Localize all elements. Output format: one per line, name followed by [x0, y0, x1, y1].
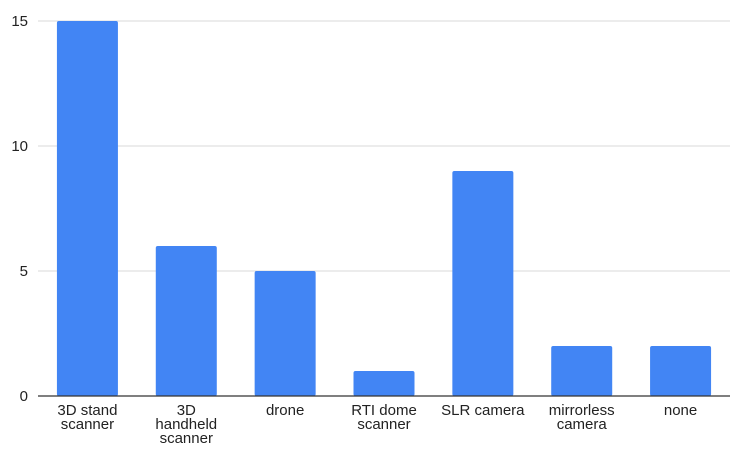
bar: [551, 346, 613, 396]
x-tick-label: 3D stand scanner: [57, 402, 117, 433]
x-tick-label-line: 3D stand: [57, 402, 117, 419]
bar: [254, 271, 316, 396]
x-tick-label-line: handheld: [155, 416, 217, 433]
y-tick-label: 0: [20, 388, 28, 405]
x-tick-label-line: scanner: [357, 416, 410, 433]
bar: [650, 346, 712, 396]
y-tick-label: 15: [11, 13, 28, 30]
x-tick-label-line: drone: [266, 402, 304, 419]
x-tick-label: none: [664, 402, 697, 419]
bar: [452, 171, 514, 396]
bars: [56, 21, 712, 396]
x-tick-label-line: RTI dome: [351, 402, 417, 419]
x-tick-label-line: mirrorless: [549, 402, 615, 419]
x-tick-label: SLR camera: [441, 402, 525, 419]
bar: [353, 371, 415, 396]
x-tick-label: drone: [266, 402, 304, 419]
x-tick-label: 3D handheld scanner: [155, 402, 217, 447]
y-tick-labels: 0 5 10 15: [11, 13, 28, 405]
x-tick-label-line: camera: [557, 416, 608, 433]
y-tick-label: 10: [11, 138, 28, 155]
bar: [155, 246, 217, 396]
x-tick-label-line: SLR camera: [441, 402, 525, 419]
x-tick-label-line: scanner: [61, 416, 114, 433]
bar: [56, 21, 118, 396]
x-tick-label: RTI dome scanner: [351, 402, 417, 433]
x-tick-label-line: none: [664, 402, 697, 419]
gridlines: [38, 20, 730, 272]
y-tick-label: 5: [20, 263, 28, 280]
x-tick-label-line: scanner: [160, 430, 213, 447]
x-tick-label: mirrorless camera: [549, 402, 615, 433]
x-tick-label-line: 3D: [177, 402, 196, 419]
